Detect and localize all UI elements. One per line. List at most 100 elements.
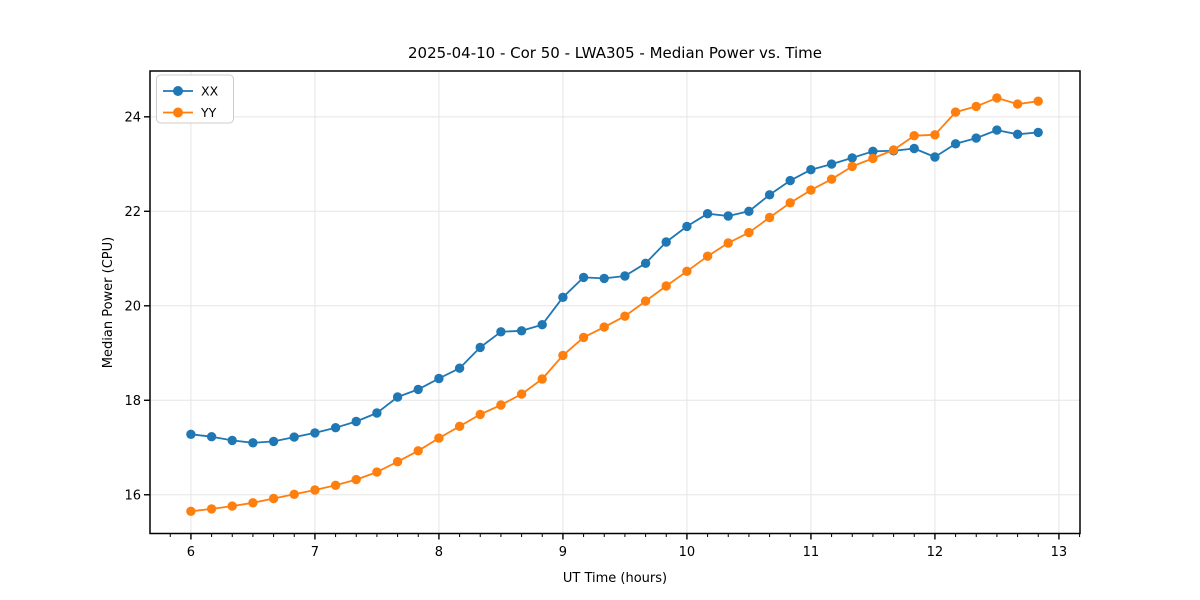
series-YY-point [186, 506, 196, 516]
series-YY-point [496, 400, 506, 410]
series-XX-point [206, 432, 217, 442]
legend-label-yy: YY [200, 105, 217, 120]
x-tick-label: 12 [927, 545, 944, 560]
series-layer [186, 93, 1043, 516]
series-YY-point [268, 493, 279, 504]
series-YY-point [764, 212, 775, 223]
series-XX-point [640, 258, 651, 268]
series-YY-point [372, 467, 382, 477]
y-tick-label: 24 [124, 110, 141, 125]
series-XX-point [764, 190, 775, 200]
series-XX-point [950, 139, 961, 149]
series-XX-point [372, 408, 382, 418]
series-YY-point [950, 107, 961, 117]
y-tick-label: 22 [124, 205, 141, 220]
x-tick-label: 6 [187, 545, 195, 560]
series-YY-point [289, 489, 299, 499]
axis-layer: 6 7 8 9 10 11 12 13 16 18 20 22 24 [124, 110, 1081, 560]
x-tick-label: 10 [679, 545, 696, 560]
series-XX-point [599, 273, 609, 284]
x-tick-label: 11 [803, 545, 820, 560]
series-YY-point [806, 185, 816, 195]
legend-sample-marker-xx [173, 86, 183, 96]
series-YY-line [190, 97, 1039, 513]
series-YY-point [1012, 99, 1023, 109]
series-YY-point [702, 251, 713, 261]
series-XX-point [413, 384, 423, 395]
series-YY-point [537, 374, 547, 384]
series-XX-point [682, 221, 692, 232]
series-YY-point [454, 421, 465, 431]
series-XX-point [847, 153, 857, 163]
series-XX-point [330, 423, 341, 433]
series-XX-point [723, 211, 733, 221]
series-XX-point [186, 429, 196, 439]
series-YY-point [558, 350, 568, 361]
x-tick-label: 8 [435, 545, 443, 560]
series-YY-point [351, 474, 361, 485]
series-YY-point [847, 161, 857, 172]
series-XX-point [826, 159, 837, 169]
series-XX-point [661, 237, 671, 247]
series-YY-point [661, 281, 671, 291]
series-YY-point [434, 433, 444, 443]
series-YY-point [826, 174, 837, 184]
series-YY-point [227, 501, 237, 511]
chart-title: 2025-04-10 - Cor 50 - LWA305 - Median Po… [408, 44, 822, 62]
legend-box [156, 74, 234, 124]
series-XX-point [785, 175, 795, 186]
series-YY-point [578, 332, 589, 343]
series-YY-point [868, 153, 878, 164]
series-XX-point [351, 416, 361, 427]
series-XX-line [190, 129, 1039, 444]
series-XX-point [702, 209, 713, 219]
y-tick-label: 20 [124, 299, 141, 314]
series-XX-point [227, 435, 237, 446]
series-XX-point [268, 436, 279, 447]
series-XX-point [868, 146, 878, 156]
series-YY-point [909, 131, 919, 141]
series-XX-point [475, 342, 485, 353]
series-YY-point [475, 409, 485, 420]
y-axis-label: Median Power (CPU) [101, 237, 116, 368]
series-XX-point [620, 271, 630, 281]
series-XX-point [434, 373, 444, 384]
grid-layer [150, 71, 1080, 534]
series-XX-point [516, 326, 527, 336]
series-XX-point [1033, 127, 1043, 138]
series-YY-point [392, 457, 403, 467]
series-XX-point [496, 327, 506, 337]
y-tick-label: 18 [124, 394, 141, 409]
y-tick-label: 16 [124, 488, 141, 503]
series-YY-point [723, 238, 733, 248]
series-XX-point [806, 165, 816, 175]
x-tick-label: 7 [311, 545, 319, 560]
series-XX-point [310, 428, 320, 438]
series-YY-point [620, 311, 630, 321]
series-YY-point [971, 101, 981, 112]
series-XX-point [1012, 129, 1023, 139]
series-XX-point [992, 125, 1002, 135]
series-XX-point [909, 143, 919, 154]
series-XX-point [578, 272, 589, 283]
series-XX-point [392, 392, 403, 402]
x-tick-label: 9 [559, 545, 567, 560]
series-YY-point [516, 389, 527, 399]
series-YY-point [888, 145, 899, 155]
series-YY-point [413, 446, 423, 456]
series-YY-point [330, 480, 341, 490]
series-XX-point [558, 292, 568, 302]
series-YY-point [785, 198, 795, 208]
series-YY-point [640, 296, 651, 306]
series-XX-point [248, 438, 258, 448]
series-YY-point [206, 504, 217, 514]
series-YY-point [310, 485, 320, 495]
x-tick-label: 13 [1051, 545, 1068, 560]
series-XX-point [930, 152, 940, 162]
series-YY-point [992, 93, 1002, 103]
series-YY-point [744, 227, 754, 238]
series-YY-point [930, 130, 940, 140]
series-YY-point [599, 322, 609, 332]
